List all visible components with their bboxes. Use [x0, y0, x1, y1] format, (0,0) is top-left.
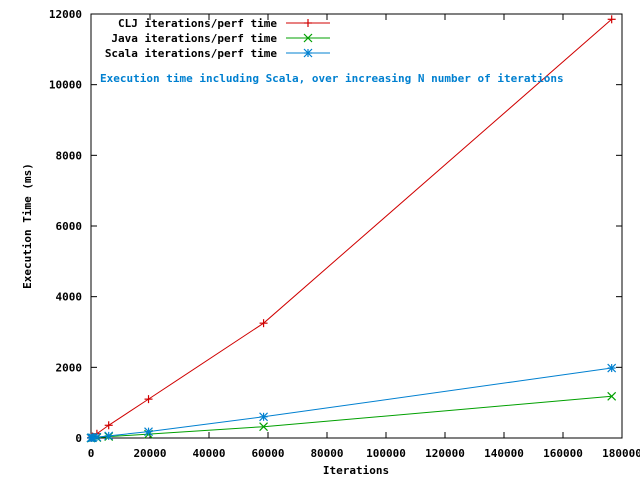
x-tick-label: 80000	[310, 447, 343, 460]
chart-annotation: Execution time including Scala, over inc…	[100, 72, 564, 85]
x-tick-label: 0	[88, 447, 95, 460]
data-point	[259, 412, 268, 422]
legend-marker	[304, 19, 312, 27]
legend-label: Java iterations/perf time	[111, 32, 277, 45]
legend: CLJ iterations/perf time Java iterations/…	[105, 17, 330, 60]
axes: 0 20000 40000 60000 80000 100000 120000 140000 1…	[49, 8, 640, 460]
data-point	[104, 431, 114, 441]
legend-marker	[303, 48, 313, 58]
x-tick-label: 100000	[366, 447, 406, 460]
y-tick-label: 2000	[56, 361, 83, 374]
data-point	[92, 432, 102, 442]
data-point	[144, 427, 153, 437]
x-tick-label: 60000	[251, 447, 284, 460]
x-tick-label: 180000	[602, 447, 640, 460]
y-tick-label: 4000	[56, 291, 83, 304]
y-tick-label: 12000	[49, 8, 82, 21]
x-tick-label: 40000	[192, 447, 225, 460]
x-tick-label: 140000	[484, 447, 524, 460]
x-axis-label: Iterations	[323, 464, 389, 477]
data-point	[607, 15, 616, 24]
data-point	[607, 391, 617, 401]
legend-label: Scala iterations/perf time	[105, 47, 278, 60]
x-tick-label: 20000	[133, 447, 166, 460]
data-point	[607, 363, 617, 373]
y-tick-label: 8000	[56, 149, 83, 162]
legend-label: CLJ iterations/perf time	[118, 17, 277, 30]
legend-entry-1: CLJ iterations/perf time	[118, 17, 330, 30]
legend-marker	[303, 33, 313, 43]
series-layer	[86, 15, 617, 443]
data-point	[259, 319, 268, 328]
legend-entry-2: Java iterations/perf time	[111, 32, 330, 45]
x-tick-label: 160000	[543, 447, 583, 460]
y-tick-label: 0	[75, 432, 82, 445]
legend-entry-3: Scala iterations/perf time	[105, 47, 330, 60]
y-axis-label: Execution Time (ms)	[21, 163, 34, 289]
data-point	[144, 395, 153, 404]
series-3	[86, 363, 617, 443]
y-tick-label: 6000	[56, 220, 83, 233]
data-point	[104, 421, 113, 430]
x-tick-label: 120000	[425, 447, 465, 460]
y-tick-label: 10000	[49, 79, 82, 92]
data-point	[259, 422, 268, 432]
